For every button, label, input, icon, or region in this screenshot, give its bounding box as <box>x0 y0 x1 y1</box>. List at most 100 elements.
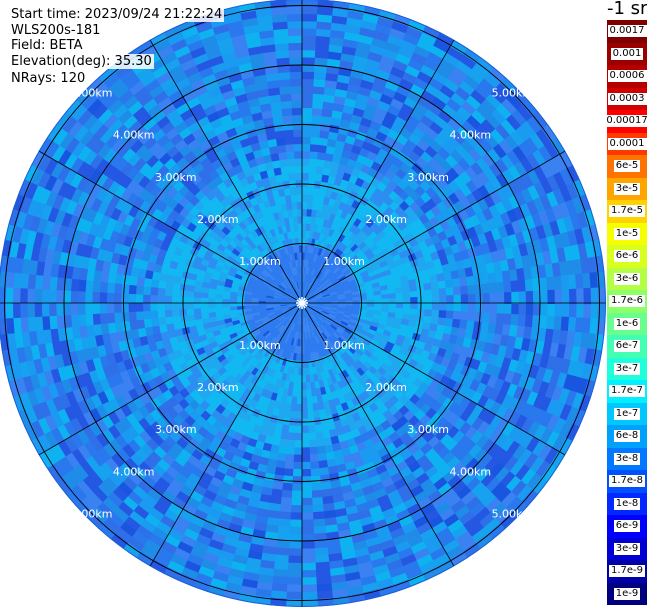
range-gate-cell <box>354 323 364 330</box>
range-gate-cell <box>159 540 178 555</box>
range-gate-cell <box>326 283 334 289</box>
range-gate-cell <box>113 302 122 313</box>
range-gate-cell <box>208 282 218 290</box>
range-gate-cell <box>313 261 318 270</box>
range-gate-cell <box>386 316 396 324</box>
range-gate-cell <box>485 332 496 345</box>
range-gate-cell <box>463 152 478 168</box>
range-gate-cell <box>287 321 293 330</box>
range-gate-cell <box>116 210 129 224</box>
range-gate-cell <box>247 320 256 327</box>
range-gate-cell <box>258 371 266 381</box>
range-gate-cell <box>296 194 303 202</box>
range-gate-cell <box>330 375 338 385</box>
range-gate-cell <box>237 332 246 340</box>
range-gate-cell <box>280 305 289 309</box>
range-gate-cell <box>576 211 589 230</box>
range-gate-cell <box>30 436 46 455</box>
range-gate-cell <box>291 308 298 315</box>
range-gate-cell <box>312 268 318 277</box>
range-gate-cell <box>387 336 397 345</box>
range-gate-cell <box>441 539 460 555</box>
range-gate-cell <box>119 429 134 445</box>
range-gate-cell <box>31 184 46 203</box>
range-gate-cell <box>171 496 187 510</box>
range-gate-cell <box>276 532 290 542</box>
range-gate-cell <box>494 158 509 174</box>
range-gate-cell <box>61 115 79 134</box>
range-gate-cell <box>0 254 10 273</box>
range-gate-cell <box>92 312 101 325</box>
range-gate-cell <box>306 403 314 412</box>
range-gate-cell <box>322 308 331 313</box>
range-gate-cell <box>301 483 312 492</box>
range-gate-cell <box>246 364 256 374</box>
range-gate-cell <box>475 434 490 450</box>
range-gate-cell <box>291 291 298 298</box>
range-gate-cell <box>374 267 384 275</box>
range-gate-cell <box>520 187 534 204</box>
range-gate-cell <box>234 364 244 374</box>
range-gate-cell <box>372 286 382 292</box>
range-gate-cell <box>386 353 397 363</box>
range-gate-cell <box>448 334 458 345</box>
range-gate-cell <box>77 290 86 303</box>
range-gate-cell <box>137 498 154 514</box>
range-gate-cell <box>313 187 321 197</box>
range-gate-cell <box>316 305 324 308</box>
range-gate-cell <box>446 474 462 490</box>
range-gate-cell <box>272 268 280 277</box>
range-gate-cell <box>393 205 405 217</box>
range-gate-cell <box>209 117 224 130</box>
range-gate-cell <box>137 417 151 431</box>
range-gate-cell <box>433 134 449 148</box>
range-gate-cell <box>311 489 323 499</box>
range-gate-cell <box>45 140 61 159</box>
range-gate-cell <box>443 271 453 281</box>
range-gate-cell <box>77 108 94 126</box>
range-gate-cell <box>304 346 308 355</box>
range-gate-cell <box>546 315 556 331</box>
range-gate-cell <box>257 566 275 577</box>
range-gate-cell <box>347 251 357 260</box>
range-gate-cell <box>57 148 73 166</box>
range-gate-cell <box>316 303 325 306</box>
range-gate-cell <box>533 197 546 214</box>
range-gate-cell <box>284 320 291 328</box>
range-gate-cell <box>280 294 289 299</box>
range-gate-cell <box>254 227 263 237</box>
range-gate-cell <box>298 324 301 333</box>
range-gate-cell <box>216 130 230 143</box>
range-gate-cell <box>257 395 266 405</box>
range-gate-cell <box>163 344 174 355</box>
range-gate-cell <box>208 311 217 318</box>
range-gate-cell <box>35 260 46 276</box>
range-gate-cell <box>259 216 268 226</box>
range-gate-cell <box>420 246 431 257</box>
range-gate-cell <box>395 52 412 66</box>
range-gate-cell <box>302 310 305 318</box>
range-gate-cell <box>363 5 382 18</box>
range-gate-cell <box>323 94 336 104</box>
range-gate-cell <box>482 517 501 535</box>
range-gate-cell <box>395 292 404 299</box>
range-gate-cell <box>345 303 354 306</box>
range-gate-cell <box>283 129 294 138</box>
range-gate-cell <box>338 125 350 136</box>
range-gate-cell <box>329 574 347 584</box>
range-gate-cell <box>450 269 460 280</box>
range-gate-cell <box>94 417 109 434</box>
range-gate-cell <box>93 269 103 282</box>
range-gate-cell <box>446 342 457 353</box>
range-gate-cell <box>235 269 245 277</box>
range-gate-cell <box>288 284 295 292</box>
range-gate-cell <box>248 180 259 191</box>
range-gate-cell <box>556 218 568 235</box>
range-gate-cell <box>272 354 279 363</box>
range-gate-cell <box>272 561 289 571</box>
range-gate-cell <box>213 99 228 112</box>
range-gate-cell <box>308 323 313 331</box>
range-gate-cell <box>283 289 291 296</box>
range-gate-cell <box>278 284 286 291</box>
range-gate-cell <box>268 502 281 512</box>
